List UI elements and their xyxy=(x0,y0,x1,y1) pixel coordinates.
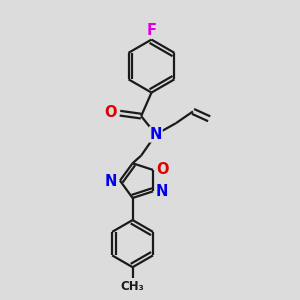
Text: O: O xyxy=(104,104,116,119)
Text: CH₃: CH₃ xyxy=(121,280,145,292)
Text: N: N xyxy=(105,174,117,189)
Text: F: F xyxy=(146,22,157,38)
Text: O: O xyxy=(156,161,168,176)
Text: N: N xyxy=(150,127,162,142)
Text: N: N xyxy=(156,184,168,200)
